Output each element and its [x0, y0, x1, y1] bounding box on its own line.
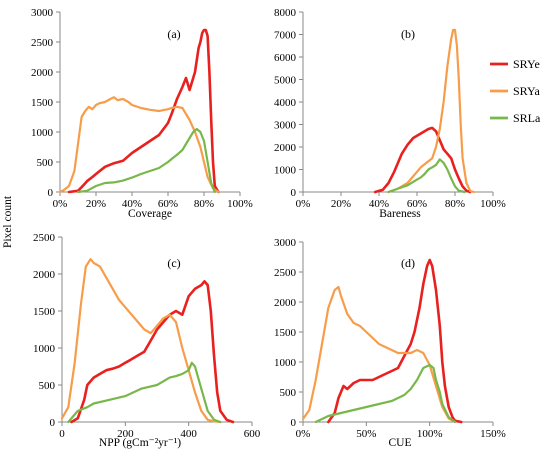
x-tick-label: 20% — [86, 198, 106, 210]
y-tick-label: 2000 — [274, 142, 297, 154]
y-tick-label: 500 — [280, 387, 297, 399]
x-tick-label: 150% — [480, 428, 506, 440]
series-line-srye — [327, 258, 463, 424]
x-tick-label: 60% — [158, 198, 178, 210]
y-tick-label: 2500 — [274, 267, 297, 279]
x-tick-label: 20% — [331, 198, 351, 210]
y-tick-label: 2000 — [31, 67, 54, 79]
x-tick-label: 0 — [59, 428, 65, 440]
y-tick-label: 1000 — [274, 165, 297, 177]
legend-item-srla: SRLa — [490, 111, 541, 125]
x-axis-title: Bareness — [379, 208, 421, 220]
y-tick-label: 3000 — [274, 120, 297, 132]
panel-label: (a) — [167, 27, 180, 41]
y-tick-label: 1500 — [33, 306, 56, 318]
series-line-srya — [387, 28, 476, 194]
legend-label: SRYa — [513, 84, 540, 98]
y-tick-label: 3000 — [274, 237, 297, 249]
y-tick-label: 1500 — [274, 327, 297, 339]
legend: SRYe SRYa SRLa — [490, 57, 541, 125]
chart-panel-d: 0 500 1000 1500 2000 2500 3000 0% 50% 100% 150% CUE… — [274, 237, 506, 449]
x-tick-label: 100% — [480, 198, 506, 210]
series-line-srya — [301, 285, 457, 424]
legend-item-srye: SRYe — [490, 57, 540, 71]
x-tick-label: 60% — [407, 198, 427, 210]
y-tick-label: 4000 — [274, 97, 297, 109]
y-tick-label: 1000 — [31, 127, 54, 139]
x-tick-label: 0% — [296, 428, 311, 440]
y-tick-label: 3000 — [31, 7, 54, 19]
y-tick-label: 0 — [291, 187, 297, 199]
x-tick-label: 100% — [417, 428, 443, 440]
legend-item-srya: SRYa — [490, 84, 540, 98]
x-tick-label: 80% — [194, 198, 214, 210]
series-line-srye — [67, 28, 220, 194]
series-line-srya — [60, 258, 222, 424]
x-tick-label: 200 — [117, 428, 134, 440]
y-tick-label: 500 — [37, 157, 54, 169]
y-tick-label: 6000 — [274, 52, 297, 64]
series-line-srla — [314, 363, 457, 424]
x-axis-title: Coverage — [128, 208, 172, 220]
y-tick-label: 2000 — [33, 269, 56, 281]
series-line-srye — [373, 126, 472, 194]
y-tick-label: 1000 — [33, 343, 56, 355]
y-tick-label: 0 — [291, 417, 297, 429]
y-tick-label: 2500 — [33, 232, 56, 244]
x-tick-label: 0% — [53, 198, 68, 210]
x-tick-label: 0% — [296, 198, 311, 210]
chart-panel-a: 0 500 1000 1500 2000 2500 3000 0% 20% 40% 60% 80% 10… — [31, 7, 253, 220]
panel-label: (c) — [167, 256, 180, 270]
series-line-srla — [387, 158, 466, 194]
y-tick-label: 1000 — [274, 357, 297, 369]
y-tick-label: 1500 — [31, 97, 54, 109]
panel-label: (b) — [401, 27, 415, 41]
y-tick-label: 0 — [48, 187, 54, 199]
x-tick-label: 400 — [180, 428, 197, 440]
x-tick-label: 40% — [122, 198, 142, 210]
y-tick-label: 2000 — [274, 297, 297, 309]
series-line-srla — [76, 127, 216, 194]
x-tick-label: 100% — [227, 198, 253, 210]
y-tick-label: 2500 — [31, 37, 54, 49]
x-tick-label: 600 — [244, 428, 261, 440]
x-tick-label: 40% — [369, 198, 389, 210]
legend-label: SRLa — [513, 111, 541, 125]
legend-label: SRYe — [513, 57, 540, 71]
y-tick-label: 7000 — [274, 30, 297, 42]
series-line-srya — [58, 96, 220, 194]
chart-panel-c: 0 500 1000 1500 2000 2500 0 200 400 600 NPP (gCm⁻²… — [33, 232, 261, 449]
y-axis-title: Pixel count — [2, 195, 14, 248]
x-axis-title: NPP (gCm⁻²yr⁻¹) — [99, 437, 181, 449]
x-tick-label: 80% — [445, 198, 465, 210]
x-tick-label: 50% — [356, 428, 376, 440]
chart-panel-b: 0 1000 2000 3000 4000 5000 6000 7000 8000 0% 20% 40… — [274, 7, 506, 220]
x-axis-title: CUE — [389, 437, 412, 449]
y-tick-label: 500 — [39, 380, 56, 392]
y-tick-label: 5000 — [274, 75, 297, 87]
y-tick-label: 0 — [50, 417, 56, 429]
y-tick-label: 8000 — [274, 7, 297, 19]
panel-label: (d) — [401, 256, 415, 270]
series-line-srye — [70, 280, 235, 424]
series-line-srla — [67, 361, 222, 424]
